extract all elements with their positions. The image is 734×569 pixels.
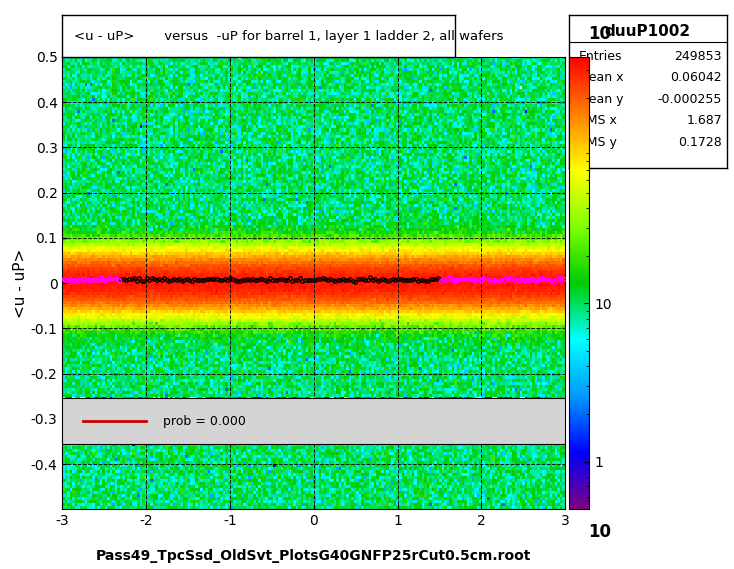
Text: Mean x: Mean x xyxy=(578,71,624,84)
Text: 10: 10 xyxy=(588,26,611,43)
Text: 0.06042: 0.06042 xyxy=(670,71,722,84)
Text: -0.000255: -0.000255 xyxy=(658,93,722,106)
Text: Entries: Entries xyxy=(578,50,622,63)
Text: Mean y: Mean y xyxy=(578,93,624,106)
Text: 249853: 249853 xyxy=(675,50,722,63)
Text: 1.687: 1.687 xyxy=(686,114,722,127)
Text: 10: 10 xyxy=(588,523,611,541)
Text: <u - uP>       versus  -uP for barrel 1, layer 1 ladder 2, all wafers: <u - uP> versus -uP for barrel 1, layer … xyxy=(74,30,504,43)
Text: 0.1728: 0.1728 xyxy=(678,136,722,149)
Bar xyxy=(62,398,565,444)
Y-axis label: <u - uP>: <u - uP> xyxy=(13,249,28,318)
Text: duuP1002: duuP1002 xyxy=(605,24,691,39)
Text: RMS x: RMS x xyxy=(578,114,617,127)
Text: Pass49_TpcSsd_OldSvt_PlotsG40GNFP25rCut0.5cm.root: Pass49_TpcSsd_OldSvt_PlotsG40GNFP25rCut0… xyxy=(96,549,531,563)
Text: prob = 0.000: prob = 0.000 xyxy=(163,415,246,427)
Text: RMS y: RMS y xyxy=(578,136,617,149)
